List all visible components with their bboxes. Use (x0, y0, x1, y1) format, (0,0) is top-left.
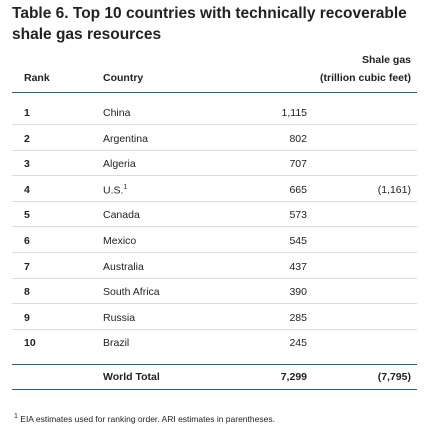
country-name: China (103, 107, 131, 119)
country-cell: China (103, 107, 130, 119)
shale-gas-value: 437 (289, 261, 307, 273)
shale-gas-value: 802 (289, 133, 307, 145)
row-divider (12, 175, 417, 176)
country-cell: Argentina (103, 133, 148, 145)
footnote-mark: 1 (14, 413, 18, 420)
total-label: World Total (103, 371, 160, 383)
country-cell: Australia (103, 261, 144, 273)
shale-gas-value: 390 (289, 286, 307, 298)
footnote-text: EIA estimates used for ranking order. AR… (20, 413, 275, 424)
country-cell: Algeria (103, 158, 136, 170)
shale-gas-value: 285 (289, 312, 307, 324)
row-divider (12, 150, 417, 151)
table-title: Table 6. Top 10 countries with technical… (12, 5, 407, 43)
header-shale-gas: Shale gas (361, 54, 411, 66)
shale-gas-value: 665 (289, 184, 307, 196)
rank-cell: 2 (24, 133, 30, 145)
shale-gas-value: 573 (289, 209, 307, 221)
country-name: Brazil (103, 337, 130, 349)
country-cell: South Africa (103, 286, 160, 298)
header-rank: Rank (24, 72, 50, 84)
header-rule (12, 92, 417, 93)
rank-cell: 7 (24, 261, 30, 273)
rank-cell: 5 (24, 209, 30, 221)
row-divider (12, 329, 417, 330)
header-country: Country (103, 72, 144, 84)
rank-cell: 9 (24, 312, 30, 324)
shale-gas-value: 245 (289, 337, 307, 349)
ari-estimate: (1,161) (377, 184, 411, 196)
country-cell: Brazil (103, 337, 129, 349)
rank-cell: 1 (24, 107, 30, 119)
country-cell: Russia (103, 312, 135, 324)
country-name: South Africa (103, 286, 160, 298)
rank-cell: 10 (24, 337, 36, 349)
country-cell: Mexico (103, 235, 136, 247)
country-name: Mexico (103, 235, 137, 247)
country-name: Argentina (103, 133, 148, 145)
row-divider (12, 303, 417, 304)
rank-cell: 3 (24, 158, 30, 170)
row-divider (12, 252, 417, 253)
total-ari-value: (7,795) (377, 371, 411, 383)
country-name: Russia (103, 312, 136, 324)
row-divider (12, 124, 417, 125)
shale-gas-value: 707 (289, 158, 307, 170)
shale-gas-value: 1,115 (281, 107, 308, 119)
country-name: Canada (103, 209, 140, 221)
row-divider (12, 278, 417, 279)
total-rule (12, 364, 417, 365)
footnote-reference: 1 (123, 184, 128, 191)
footnote: 1 EIA estimates used for ranking order. … (14, 413, 275, 424)
country-cell: U.S.1 (103, 184, 127, 197)
row-divider (12, 226, 417, 227)
row-divider (12, 201, 417, 202)
country-name: Australia (103, 261, 144, 273)
shale-gas-value: 545 (289, 235, 307, 247)
rank-cell: 8 (24, 286, 30, 298)
total-value: 7,299 (280, 371, 307, 383)
rank-cell: 6 (24, 235, 30, 247)
country-cell: Canada (103, 209, 140, 221)
bottom-rule (12, 389, 417, 390)
country-name: Algeria (103, 158, 136, 170)
country-name: U.S. (103, 184, 124, 197)
header-shale-gas-unit: (trillion cubic feet) (319, 72, 411, 84)
rank-cell: 4 (24, 184, 30, 196)
